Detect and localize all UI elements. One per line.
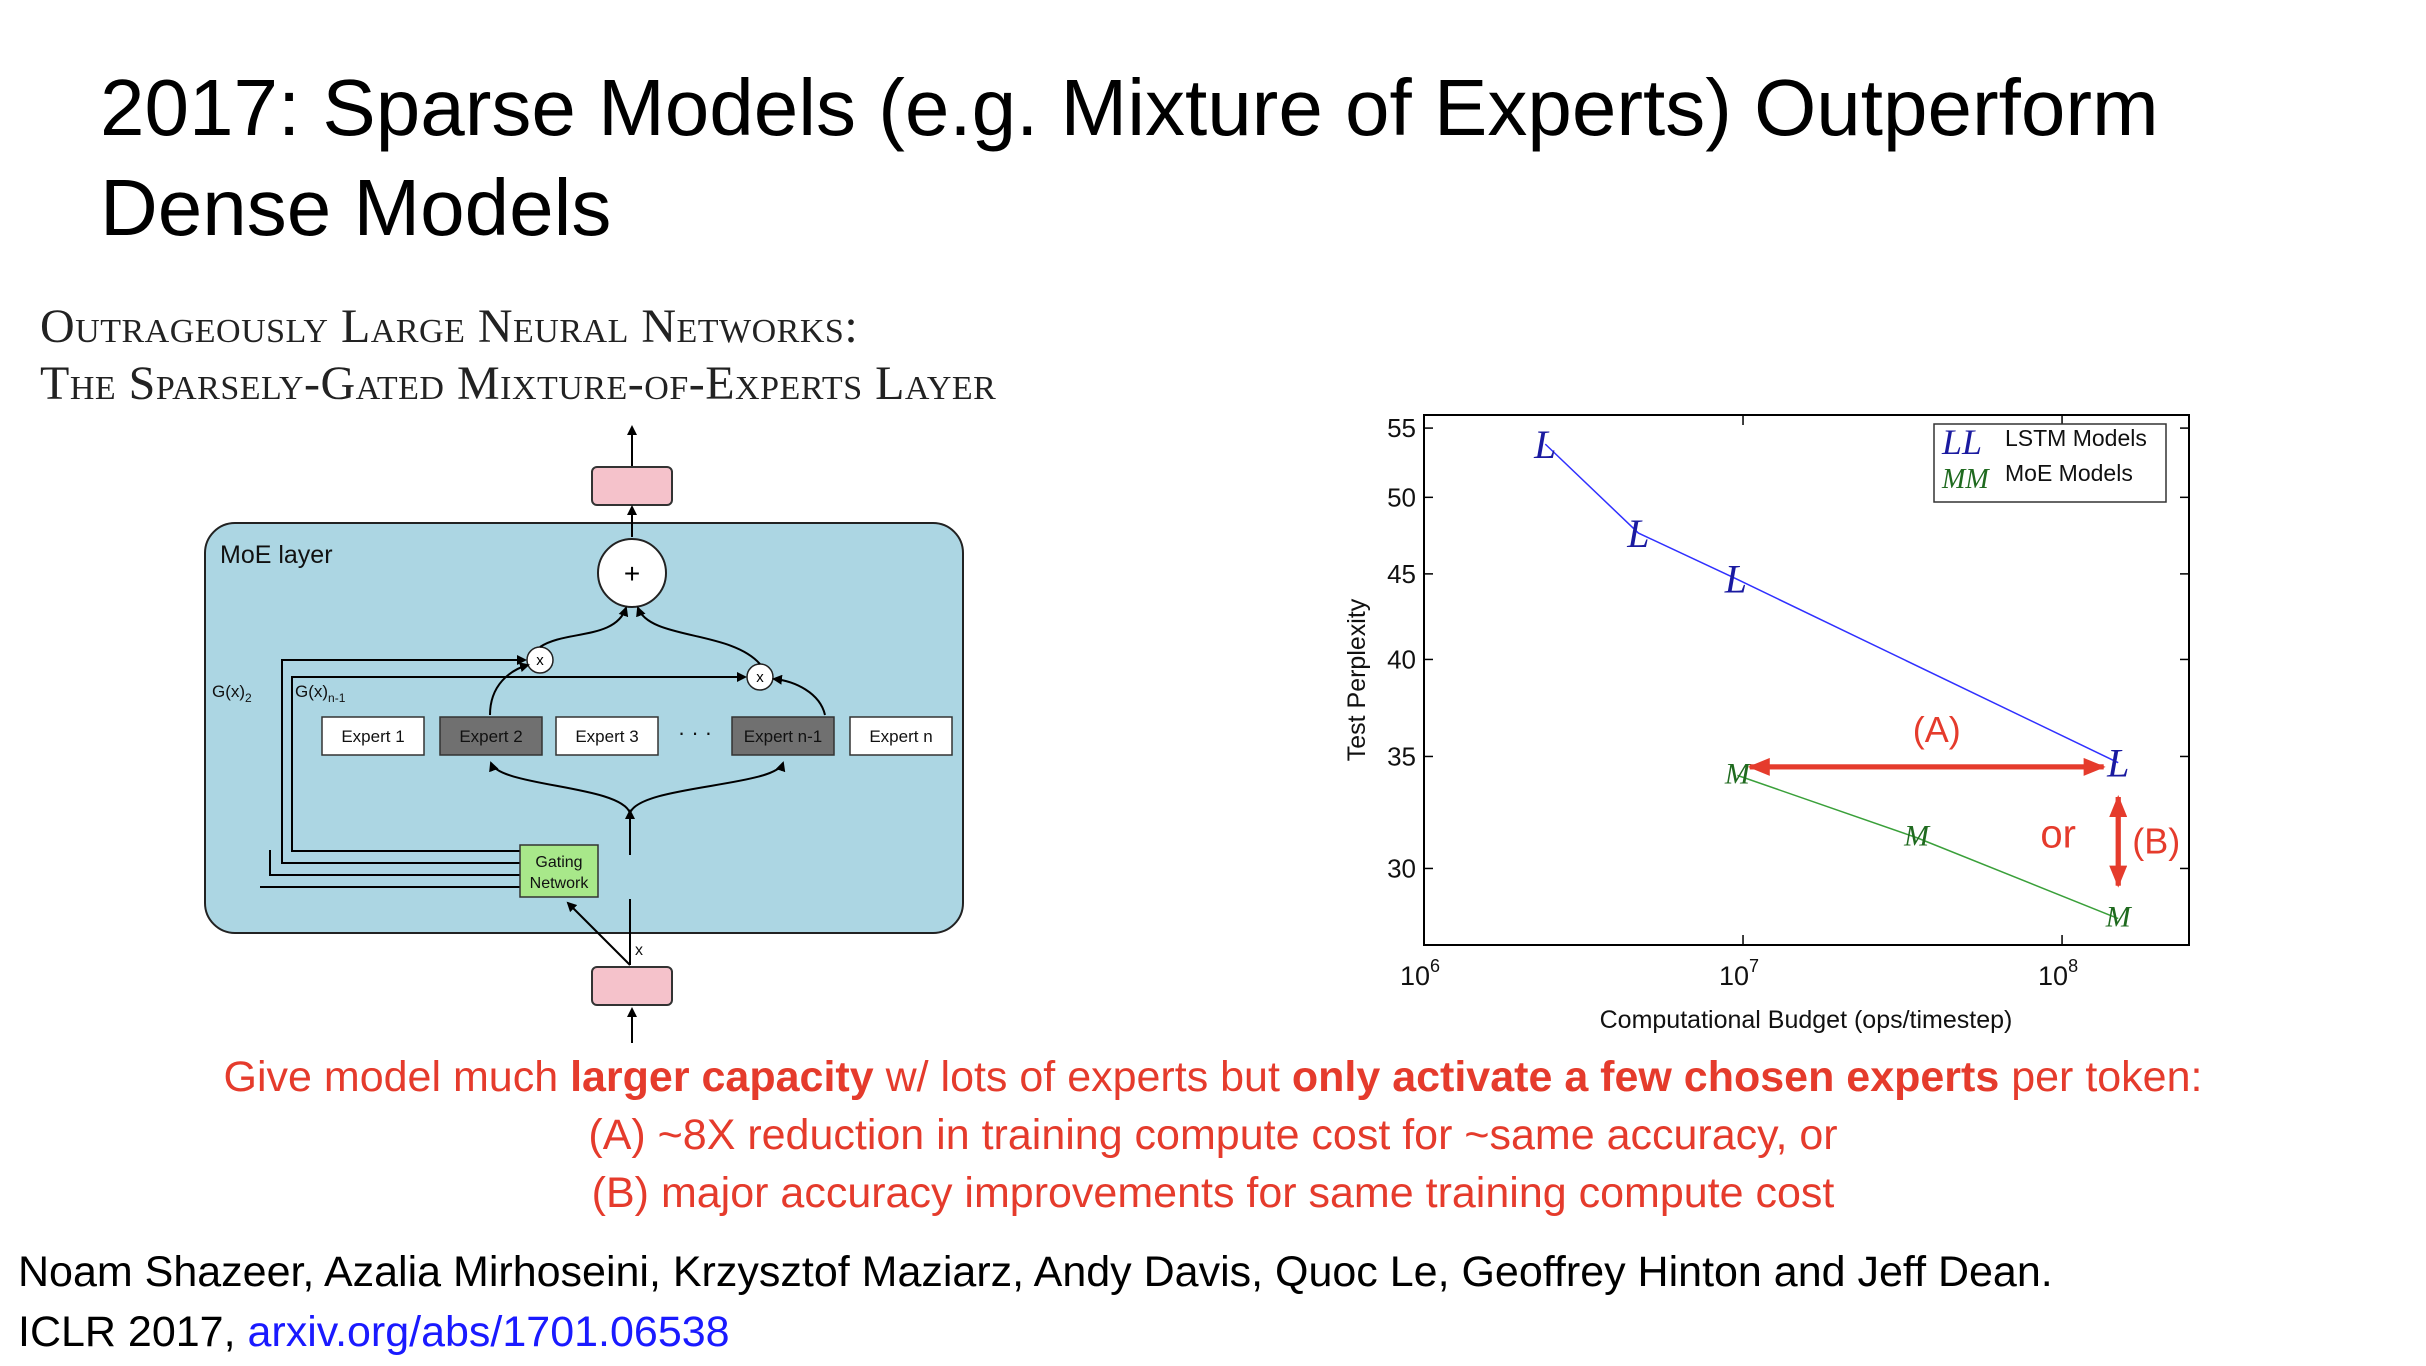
expert-n-1: Expert n-1 — [731, 716, 835, 756]
y-tick-label: 35 — [1387, 741, 1416, 771]
paper-title-line2: The Sparsely-Gated Mixture-of-Experts La… — [40, 357, 997, 410]
lstm-data-point: L — [1724, 557, 1747, 602]
x-tick-label: 108 — [2038, 956, 2078, 991]
moe-layer-label: MoE layer — [220, 541, 333, 569]
annotation-a: (A) — [1913, 709, 1961, 750]
lstm-data-point: L — [1626, 511, 1649, 556]
paper-title: Outrageously Large Neural Networks: The … — [40, 298, 1300, 412]
moe-data-point: M — [2105, 901, 2133, 934]
plus-symbol: + — [624, 558, 640, 589]
caption: Give model much larger capacity w/ lots … — [0, 1048, 2426, 1222]
legend-lstm-label: LSTM Models — [2005, 425, 2147, 451]
output-token-box — [591, 466, 673, 506]
legend-lstm-marker: LL — [1941, 422, 1982, 462]
x-axis-label: Computational Budget (ops/timestep) — [1600, 1006, 2013, 1034]
arxiv-link[interactable]: arxiv.org/abs/1701.06538 — [247, 1308, 730, 1356]
expert-3: Expert 3 — [555, 716, 659, 756]
moe-data-point: M — [1724, 757, 1752, 790]
legend-moe-marker: MM — [1941, 464, 1990, 495]
slide-title: 2017: Sparse Models (e.g. Mixture of Exp… — [100, 63, 2159, 252]
y-axis-label: Test Perplexity — [1343, 598, 1371, 761]
caption-line-3: (B) major accuracy improvements for same… — [591, 1169, 1835, 1217]
svg-text:Expert n: Expert n — [869, 727, 932, 746]
gate-weight-n1-label: G(x)n-1 — [295, 682, 346, 705]
legend: LL LSTM Models MM MoE Models — [1933, 422, 2167, 503]
svg-text:Expert 3: Expert 3 — [575, 727, 638, 746]
y-tick-label: 45 — [1387, 559, 1416, 589]
perplexity-chart: 30 35 40 45 50 55 106 107 108 Computational Bud… — [1343, 413, 2190, 1034]
series-line-moe — [1737, 774, 2119, 920]
citation-authors: Noam Shazeer, Azalia Mirhoseini, Krzyszt… — [18, 1248, 2053, 1296]
x-tick-label: 106 — [1400, 956, 1440, 991]
citation-venue-line: ICLR 2017, arxiv.org/abs/1701.06538 — [18, 1308, 730, 1356]
series-line-lstm — [1544, 443, 2119, 764]
input-x-label: x — [635, 942, 643, 959]
paper-title-line1: Outrageously Large Neural Networks: — [40, 300, 859, 353]
annotation-b: (B) — [2132, 820, 2180, 861]
input-token-box — [591, 966, 673, 1006]
sum-node — [597, 538, 667, 608]
expert-n: Expert n — [849, 716, 953, 756]
gating-label-2: Network — [530, 875, 590, 892]
lstm-data-point: L — [2106, 741, 2129, 786]
experts-ellipsis: · · · — [678, 720, 712, 745]
y-tick-label: 30 — [1387, 853, 1416, 883]
x-tick-label: 107 — [1719, 956, 1759, 991]
gating-label-1: Gating — [535, 854, 582, 871]
expert-1: Expert 1 — [321, 716, 425, 756]
gating-network — [519, 844, 599, 898]
y-tick-label: 40 — [1387, 644, 1416, 674]
multiply-symbol-n1: x — [756, 669, 764, 686]
plot-frame — [1423, 414, 2190, 946]
caption-line-1: Give model much larger capacity w/ lots … — [223, 1053, 2203, 1101]
multiply-symbol-2: x — [536, 652, 544, 669]
y-tick-label: 55 — [1387, 413, 1416, 443]
lstm-data-point: L — [1533, 422, 1556, 467]
svg-text:Expert 2: Expert 2 — [459, 727, 522, 746]
annotation-or: or — [2040, 812, 2076, 856]
legend-moe-label: MoE Models — [2005, 460, 2133, 486]
moe-diagram: MoE layer + x x G(x)2 G(x)n-1 Expert 1 E… — [204, 425, 964, 1043]
citation: Noam Shazeer, Azalia Mirhoseini, Krzyszt… — [18, 1242, 2418, 1362]
expert-2: Expert 2 — [439, 716, 543, 756]
y-tick-label: 50 — [1387, 482, 1416, 512]
caption-line-2: (A) ~8X reduction in training compute co… — [588, 1111, 1838, 1159]
moe-data-point: M — [1903, 820, 1931, 853]
svg-text:Expert 1: Expert 1 — [341, 727, 404, 746]
gate-weight-2-label: G(x)2 — [212, 682, 252, 705]
svg-text:Expert n-1: Expert n-1 — [744, 727, 822, 746]
